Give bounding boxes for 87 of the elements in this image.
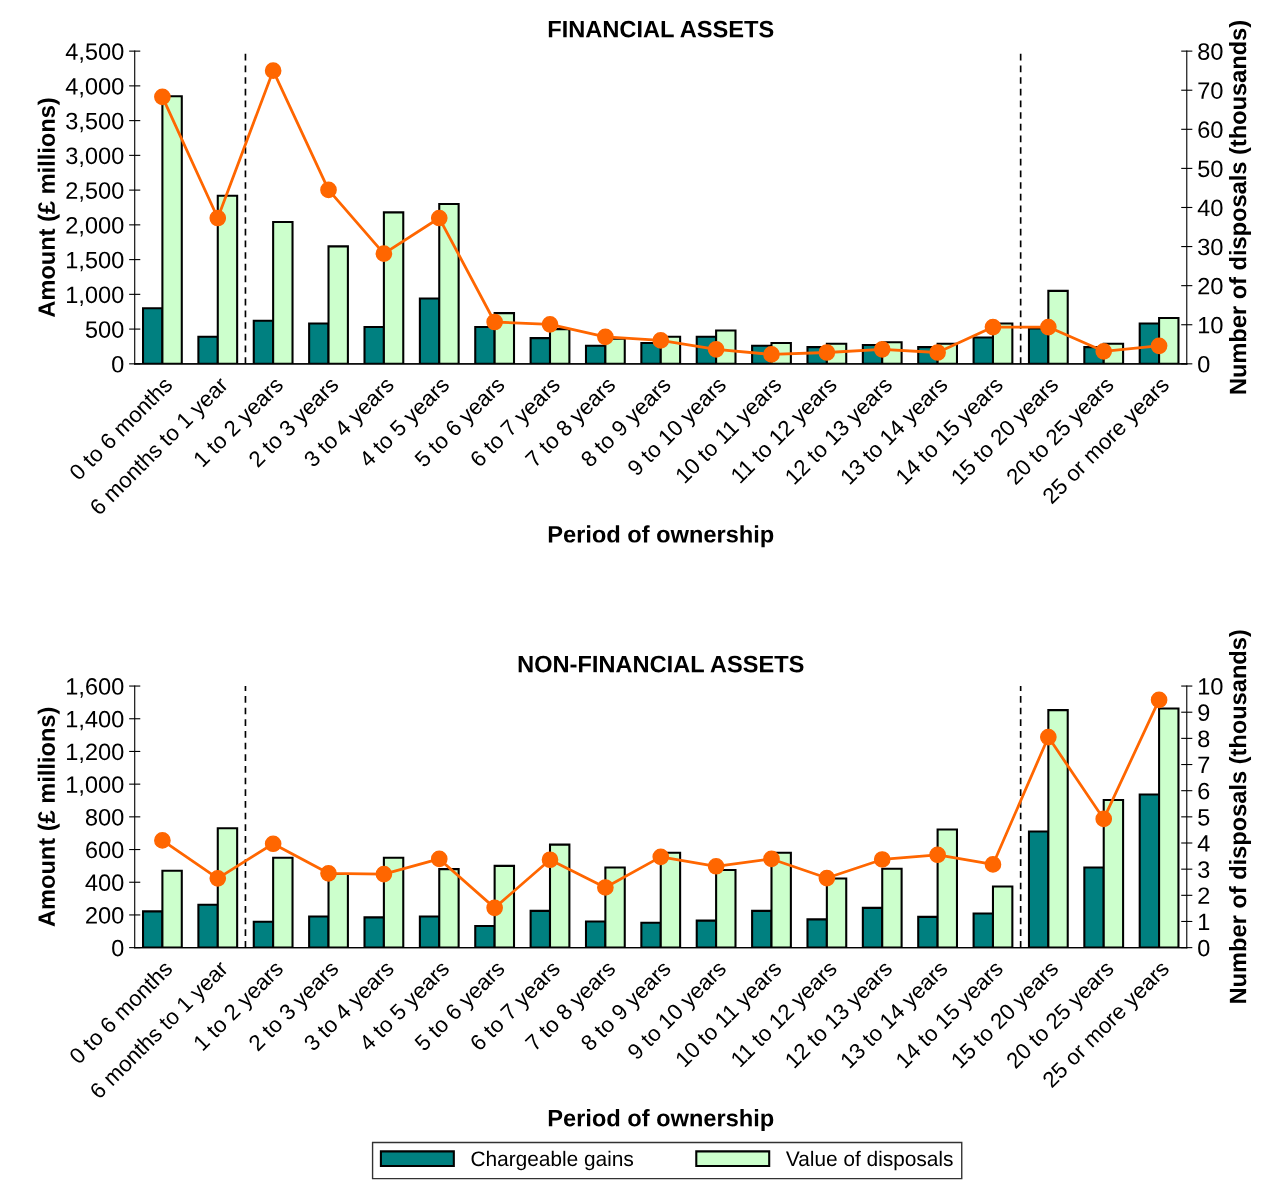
y2-tick-label: 10 <box>1198 678 1223 695</box>
point <box>375 865 393 883</box>
point <box>154 832 171 849</box>
point <box>763 346 780 363</box>
y2-tick-label: 2 <box>1198 887 1210 904</box>
point <box>541 316 559 333</box>
y2-axis-title: Number of disposals (thousands) <box>1229 630 1252 1003</box>
point <box>209 869 227 887</box>
y2-tick-label: 60 <box>1198 121 1223 139</box>
y2-tick-label: 20 <box>1198 277 1223 295</box>
y-tick-label: 4,000 <box>65 77 124 98</box>
y-tick-label: 1,400 <box>67 710 124 731</box>
point <box>1150 337 1168 355</box>
point <box>320 865 337 882</box>
x-axis-title: Period of ownership <box>548 525 774 548</box>
y2-tick-label: 8 <box>1198 730 1210 748</box>
y-tick-label: 2,500 <box>66 182 124 202</box>
y2-tick-label: 10 <box>1198 316 1223 334</box>
y2-tick-label: 5 <box>1198 809 1210 826</box>
y2-tick-label: 0 <box>1198 939 1210 957</box>
y2-tick-label: 7 <box>1198 756 1210 774</box>
y-tick-label: 3,500 <box>66 112 124 133</box>
y2-tick-label: 80 <box>1198 43 1223 60</box>
point <box>1040 728 1057 746</box>
y-tick-label: 2,000 <box>66 216 124 237</box>
chart-title: NON-FINANCIAL ASSETS <box>518 655 804 673</box>
point <box>818 869 836 887</box>
y2-tick-label: 50 <box>1198 160 1223 178</box>
y2-axis-title: Number of disposals (thousands) <box>1229 21 1252 394</box>
point <box>430 209 448 227</box>
point <box>154 88 171 106</box>
y2-tick-label: 3 <box>1198 861 1210 878</box>
y-tick-label: 3,000 <box>66 147 124 167</box>
point <box>652 848 670 866</box>
y2-tick-label: 1 <box>1198 913 1210 931</box>
y2-tick-label: 9 <box>1198 704 1210 721</box>
y-tick-label: 1,200 <box>67 743 124 764</box>
x-axis-title: Period of ownership <box>548 1109 774 1132</box>
y-axis-title: Amount (£ millions) <box>37 98 60 318</box>
point <box>597 879 614 896</box>
point <box>320 181 337 199</box>
point <box>1150 691 1168 709</box>
point <box>652 332 670 349</box>
legend-label: Chargeable gains <box>471 1150 634 1171</box>
y2-tick-label: 4 <box>1197 835 1210 852</box>
point <box>375 245 393 262</box>
y-tick-label: 500 <box>85 321 124 338</box>
y2-tick-label: 40 <box>1197 199 1223 217</box>
point <box>984 856 1002 873</box>
point <box>1095 342 1113 360</box>
y2-tick-label: 30 <box>1198 238 1223 256</box>
y-tick-label: 1,500 <box>67 251 124 272</box>
point <box>929 344 946 361</box>
point <box>597 328 614 346</box>
legend-label: Value of disposals <box>785 1150 953 1171</box>
point <box>818 344 836 361</box>
point <box>264 835 282 853</box>
point <box>541 851 559 869</box>
y-tick-label: 400 <box>85 874 124 892</box>
point <box>873 851 891 868</box>
y2-tick-label: 70 <box>1198 82 1223 99</box>
y-tick-label: 600 <box>86 841 124 859</box>
point <box>209 209 227 227</box>
point <box>1040 318 1057 336</box>
y-tick-label: 1,600 <box>67 678 124 698</box>
point <box>929 846 946 864</box>
point <box>430 850 448 868</box>
y-axis-title: Amount (£ millions) <box>37 707 60 927</box>
point <box>264 62 282 80</box>
point <box>486 899 503 917</box>
point <box>873 341 891 358</box>
y-tick-label: 0 <box>112 355 124 373</box>
point <box>707 341 725 358</box>
y2-tick-label: 0 <box>1198 355 1210 373</box>
y-tick-label: 1,000 <box>67 286 124 306</box>
point <box>984 318 1002 336</box>
y-tick-label: 4,500 <box>65 43 124 63</box>
point <box>486 313 503 331</box>
y2-tick-label: 6 <box>1198 782 1210 800</box>
point <box>707 857 725 875</box>
y-tick-label: 1,000 <box>67 776 124 796</box>
chart-title: FINANCIAL ASSETS <box>548 20 774 38</box>
y-tick-label: 800 <box>85 808 124 826</box>
point <box>1095 810 1113 828</box>
y-tick-label: 0 <box>112 939 124 957</box>
point <box>763 850 780 868</box>
y-tick-label: 200 <box>86 907 124 924</box>
